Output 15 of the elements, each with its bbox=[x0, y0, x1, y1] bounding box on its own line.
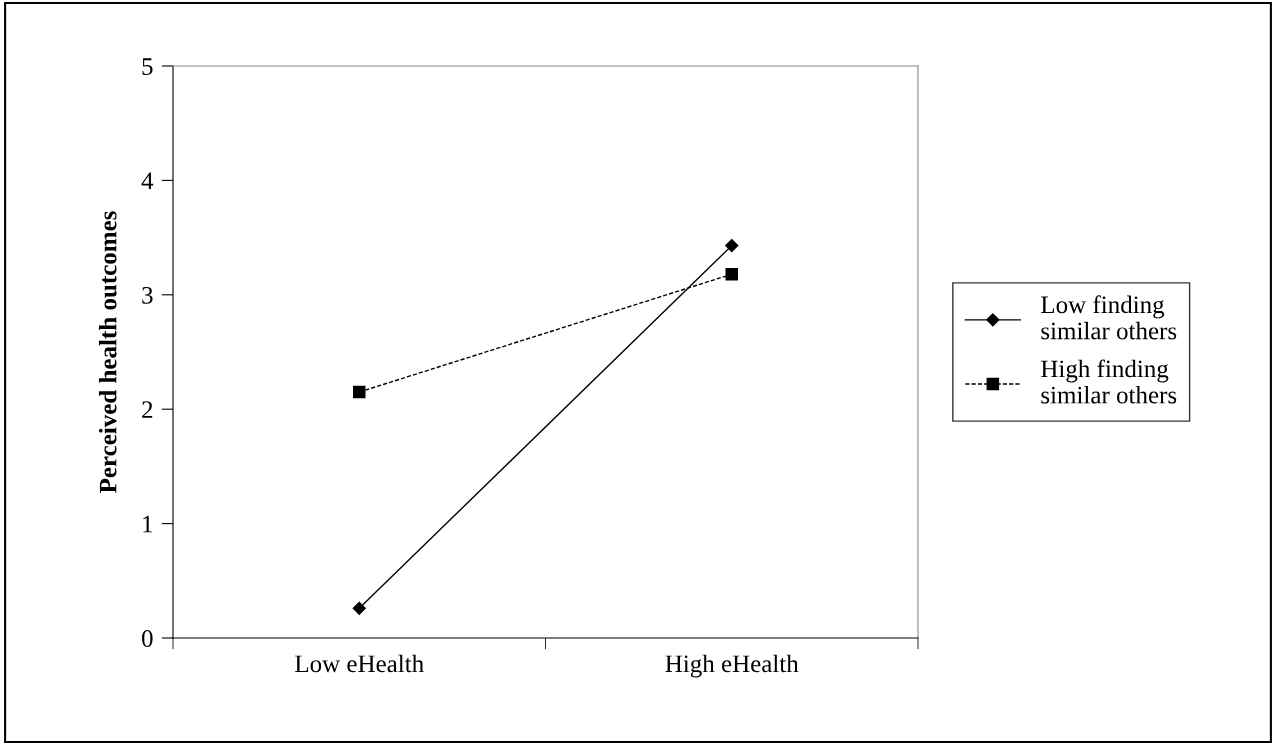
y-tick-label: 0 bbox=[142, 630, 153, 647]
y-tick-label: 2 bbox=[142, 401, 153, 418]
x-tick-label: High eHealth bbox=[665, 654, 799, 678]
y-tick-label: 1 bbox=[143, 515, 153, 533]
legend-label: Low finding similar others bbox=[1041, 295, 1177, 340]
legend-label: High finding similar others bbox=[1041, 359, 1177, 404]
point bbox=[352, 385, 366, 399]
y-tick-label: 4 bbox=[141, 172, 154, 190]
point bbox=[352, 601, 366, 615]
x-tick-label: Low eHealth bbox=[295, 654, 424, 673]
y-axis-title: Perceived health outcomes bbox=[98, 211, 117, 493]
y-tick-label: 5 bbox=[142, 58, 153, 75]
point bbox=[725, 239, 739, 253]
point bbox=[725, 267, 739, 281]
y-tick-label: 3 bbox=[142, 286, 153, 304]
